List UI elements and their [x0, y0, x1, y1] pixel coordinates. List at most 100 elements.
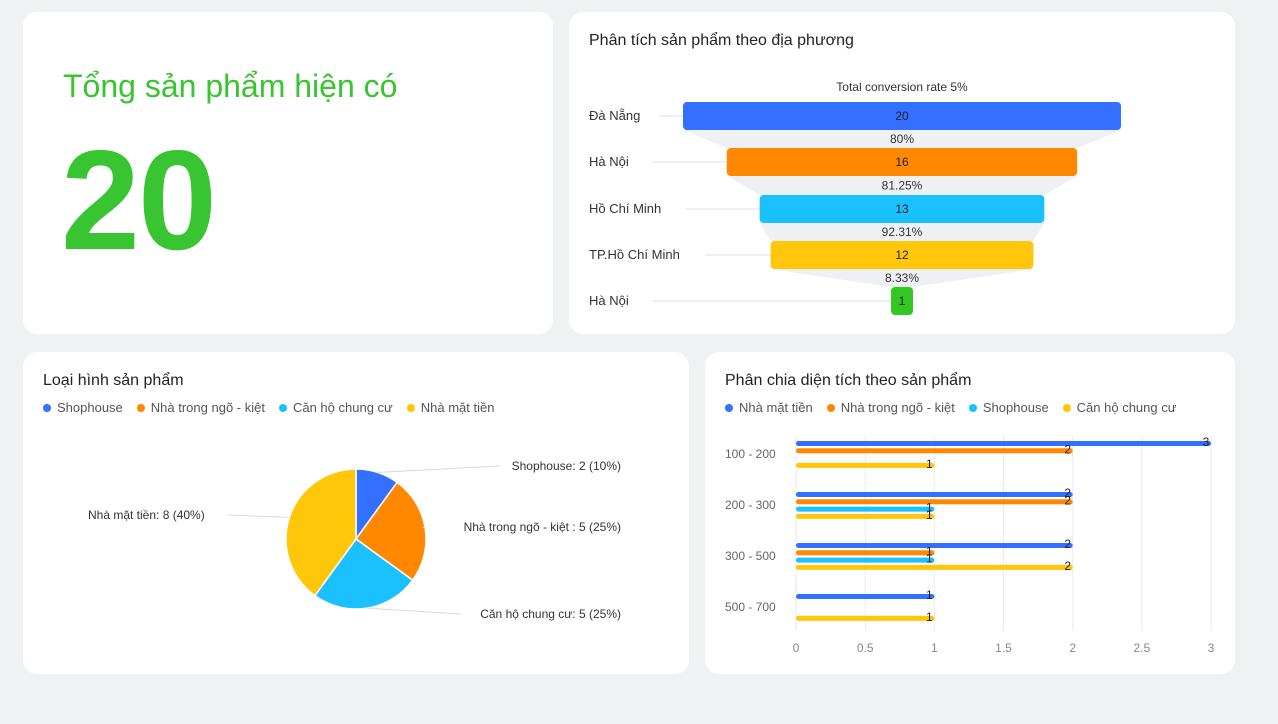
- pie-chart-card: Loại hình sản phẩm Shophouse Nhà trong ng…: [23, 352, 689, 674]
- bar-value-label: 3: [1203, 435, 1210, 449]
- legend-dot-icon: [278, 403, 287, 412]
- funnel-bar: [759, 195, 1045, 223]
- pie-chart: Shophouse: 2 (10%) Nhà trong ngõ - kiệt :…: [88, 459, 621, 621]
- funnel-conversion-label: 8.33%: [885, 271, 919, 285]
- bar-rect: [796, 513, 935, 519]
- pie-leader-line: [377, 465, 500, 473]
- total-products-label: Tổng sản phẩm hiện có: [63, 68, 398, 104]
- legend-label: Shophouse: [982, 400, 1049, 415]
- bar-x-tick-label: 3: [1208, 641, 1215, 655]
- pie-legend-item[interactable]: Căn hộ chung cư: [278, 400, 393, 415]
- bar-value-label: 1: [926, 610, 933, 624]
- legend-dot-icon: [136, 403, 145, 412]
- bar-value-label: 2: [1064, 486, 1071, 500]
- pie-slice: [285, 468, 357, 597]
- pie-leader-line: [228, 514, 290, 518]
- bar-legend-item[interactable]: Nhà mặt tiền: [725, 400, 813, 415]
- pie-slice-label: Shophouse: 2 (10%): [512, 459, 621, 473]
- bar-value-label: 1: [926, 508, 933, 522]
- legend-label: Nhà trong ngõ - kiệt: [840, 400, 955, 415]
- pie-slice-label: Nhà mặt tiền: 8 (40%): [88, 508, 205, 522]
- legend-dot-icon: [406, 403, 415, 412]
- funnel-value-label: 20: [895, 109, 909, 123]
- legend-label: Nhà mặt tiền: [739, 400, 813, 415]
- bar-rect: [796, 441, 1211, 446]
- funnel-category-label: TP.Hồ Chí Minh: [589, 247, 680, 262]
- funnel-value-label: 1: [899, 294, 906, 308]
- funnel-category-label: Hồ Chí Minh: [589, 201, 661, 216]
- funnel-conversion-label: 80%: [890, 132, 914, 146]
- funnel-value-label: 12: [895, 248, 909, 262]
- bar-category-label: 200 - 300: [725, 498, 776, 512]
- funnel-conversion-label: 81.25%: [882, 179, 923, 193]
- pie-slice-label: Nhà trong ngõ - kiệt : 5 (25%): [464, 520, 621, 534]
- funnel-bar: [726, 148, 1078, 176]
- bar-legend-item[interactable]: Shophouse: [968, 400, 1049, 415]
- bar-value-label: 1: [926, 457, 933, 471]
- bar-rect: [796, 615, 935, 621]
- legend-dot-icon: [1062, 403, 1071, 412]
- legend-label: Nhà mặt tiền: [420, 400, 495, 415]
- bar-legend: Nhà mặt tiền Nhà trong ngõ - kiệt Shophous…: [725, 400, 1176, 415]
- pie-legend-item[interactable]: Nhà mặt tiền: [406, 400, 495, 415]
- bar-value-label: 1: [926, 552, 933, 566]
- bar-value-label: 1: [926, 544, 933, 558]
- bar-legend-item[interactable]: Nhà trong ngõ - kiệt: [826, 400, 955, 415]
- legend-dot-icon: [968, 403, 977, 412]
- legend-dot-icon: [826, 403, 835, 412]
- bar-chart-card: Phân chia diện tích theo sản phẩm Nhà mặ…: [705, 352, 1235, 674]
- pie-legend-item[interactable]: Shophouse: [43, 400, 123, 415]
- funnel-category-label: Đà Nẵng: [589, 108, 640, 123]
- legend-label: Căn hộ chung cư: [292, 400, 393, 415]
- bar-rect: [796, 594, 935, 599]
- funnel-chart-card: Phân tích sản phẩm theo địa phương 80% 81…: [569, 12, 1235, 334]
- funnel-conversion-label: 92.31%: [882, 225, 923, 239]
- funnel-bar: [770, 241, 1034, 269]
- bar-x-tick-label: 0: [793, 641, 800, 655]
- funnel-bar: [891, 287, 913, 315]
- bar-category-label: 100 - 200: [725, 447, 776, 461]
- bar-x-tick-label: 2.5: [1133, 641, 1150, 655]
- bar-rect: [796, 506, 935, 512]
- bar-category-label: 300 - 500: [725, 549, 776, 563]
- bar-value-label: 2: [1064, 537, 1071, 551]
- bar-rect: [796, 557, 935, 563]
- bar-value-label: 2: [1064, 493, 1071, 507]
- bar-rect: [796, 550, 935, 556]
- bar-value-label: 1: [926, 588, 933, 602]
- pie-leader-line: [422, 526, 426, 529]
- pie-slice: [313, 537, 414, 610]
- bar-rect: [796, 543, 1073, 548]
- bar-x-tick-label: 2: [1069, 641, 1076, 655]
- legend-label: Nhà trong ngõ - kiệt: [150, 400, 265, 415]
- bar-x-tick-label: 0.5: [857, 641, 874, 655]
- pie-legend-item[interactable]: Nhà trong ngõ - kiệt: [136, 400, 265, 415]
- funnel-category-label: Hà Nội: [589, 154, 629, 169]
- funnel-connector: [683, 130, 1121, 148]
- funnel-connector: [726, 176, 1078, 195]
- funnel-chart-title: Phân tích sản phẩm theo địa phương: [589, 32, 854, 49]
- legend-label: Căn hộ chung cư: [1076, 400, 1177, 415]
- legend-label: Shophouse: [57, 400, 123, 415]
- total-products-card: Tổng sản phẩm hiện có 20: [23, 12, 553, 334]
- pie-chart-title: Loại hình sản phẩm: [43, 372, 184, 389]
- legend-dot-icon: [725, 403, 733, 412]
- pie-slice-label: Căn hộ chung cư: 5 (25%): [480, 607, 621, 621]
- bar-rect: [796, 492, 1073, 497]
- bar-rect: [796, 448, 1073, 454]
- pie-leader-line: [366, 607, 462, 615]
- bar-category-label: 500 - 700: [725, 600, 776, 614]
- funnel-connector: [759, 223, 1045, 241]
- funnel-connector: [770, 269, 1034, 287]
- bar-rect: [796, 564, 1073, 570]
- funnel-value-label: 16: [895, 155, 909, 169]
- bar-value-label: 2: [1064, 442, 1071, 456]
- bar-x-tick-label: 1: [931, 641, 938, 655]
- funnel-chart: 80% 81.25% 92.31% 8.33% Total conversion rat…: [589, 80, 1121, 315]
- bar-legend-item[interactable]: Căn hộ chung cư: [1062, 400, 1177, 415]
- funnel-category-label: Hà Nội: [589, 293, 629, 308]
- legend-dot-icon: [43, 403, 51, 412]
- pie-legend: Shophouse Nhà trong ngõ - kiệt Căn hộ chun…: [43, 400, 494, 415]
- bar-rect: [796, 499, 1073, 505]
